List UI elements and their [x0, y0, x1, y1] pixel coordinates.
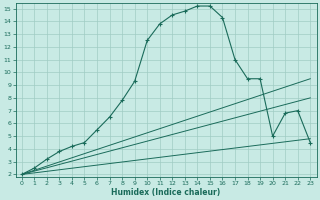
X-axis label: Humidex (Indice chaleur): Humidex (Indice chaleur) [111, 188, 221, 197]
